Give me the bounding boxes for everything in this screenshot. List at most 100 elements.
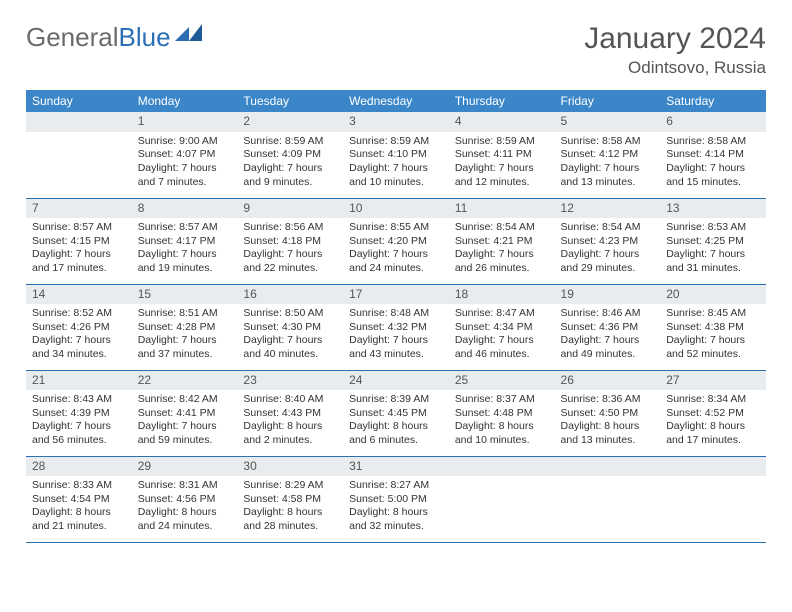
calendar-cell: 10Sunrise: 8:55 AMSunset: 4:20 PMDayligh… [343,198,449,284]
day-number: 27 [660,371,766,391]
cell-body: Sunrise: 8:53 AMSunset: 4:25 PMDaylight:… [660,218,766,278]
day-number: 1 [132,112,238,132]
daylight-line2: and 59 minutes. [138,434,232,448]
sunset-text: Sunset: 4:10 PM [349,148,443,162]
sunset-text: Sunset: 4:58 PM [243,493,337,507]
daylight-line1: Daylight: 7 hours [243,162,337,176]
cell-body: Sunrise: 8:31 AMSunset: 4:56 PMDaylight:… [132,476,238,536]
daylight-line2: and 31 minutes. [666,262,760,276]
sunrise-text: Sunrise: 8:37 AM [455,393,549,407]
day-number [449,457,555,477]
calendar-cell: 12Sunrise: 8:54 AMSunset: 4:23 PMDayligh… [555,198,661,284]
day-number: 23 [237,371,343,391]
calendar-cell: 2Sunrise: 8:59 AMSunset: 4:09 PMDaylight… [237,112,343,198]
col-monday: Monday [132,90,238,112]
daylight-line1: Daylight: 7 hours [138,248,232,262]
sunset-text: Sunset: 4:18 PM [243,235,337,249]
day-number: 17 [343,285,449,305]
daylight-line1: Daylight: 7 hours [455,334,549,348]
calendar-cell: 6Sunrise: 8:58 AMSunset: 4:14 PMDaylight… [660,112,766,198]
calendar-cell: 7Sunrise: 8:57 AMSunset: 4:15 PMDaylight… [26,198,132,284]
daylight-line1: Daylight: 7 hours [32,248,126,262]
cell-body: Sunrise: 8:46 AMSunset: 4:36 PMDaylight:… [555,304,661,364]
col-saturday: Saturday [660,90,766,112]
day-number: 10 [343,199,449,219]
sunset-text: Sunset: 4:28 PM [138,321,232,335]
calendar-cell [555,456,661,542]
sunset-text: Sunset: 4:50 PM [561,407,655,421]
sunset-text: Sunset: 4:25 PM [666,235,760,249]
day-number: 5 [555,112,661,132]
cell-body: Sunrise: 8:45 AMSunset: 4:38 PMDaylight:… [660,304,766,364]
title-block: January 2024 Odintsovo, Russia [584,22,766,78]
cell-body: Sunrise: 8:37 AMSunset: 4:48 PMDaylight:… [449,390,555,450]
daylight-line2: and 49 minutes. [561,348,655,362]
calendar-cell: 21Sunrise: 8:43 AMSunset: 4:39 PMDayligh… [26,370,132,456]
sunrise-text: Sunrise: 8:57 AM [32,221,126,235]
day-number: 7 [26,199,132,219]
sunset-text: Sunset: 4:20 PM [349,235,443,249]
sunset-text: Sunset: 4:41 PM [138,407,232,421]
sunrise-text: Sunrise: 8:58 AM [561,135,655,149]
sunset-text: Sunset: 4:09 PM [243,148,337,162]
day-number: 8 [132,199,238,219]
day-number [660,457,766,477]
daylight-line2: and 28 minutes. [243,520,337,534]
cell-body: Sunrise: 8:36 AMSunset: 4:50 PMDaylight:… [555,390,661,450]
calendar-cell [449,456,555,542]
daylight-line1: Daylight: 7 hours [138,334,232,348]
day-number: 30 [237,457,343,477]
sunset-text: Sunset: 4:34 PM [455,321,549,335]
cell-body: Sunrise: 9:00 AMSunset: 4:07 PMDaylight:… [132,132,238,192]
daylight-line2: and 15 minutes. [666,176,760,190]
calendar-cell: 22Sunrise: 8:42 AMSunset: 4:41 PMDayligh… [132,370,238,456]
calendar-cell: 29Sunrise: 8:31 AMSunset: 4:56 PMDayligh… [132,456,238,542]
day-number: 16 [237,285,343,305]
daylight-line1: Daylight: 8 hours [349,420,443,434]
day-number: 24 [343,371,449,391]
col-friday: Friday [555,90,661,112]
daylight-line1: Daylight: 8 hours [138,506,232,520]
sunrise-text: Sunrise: 8:52 AM [32,307,126,321]
sunset-text: Sunset: 4:36 PM [561,321,655,335]
cell-body: Sunrise: 8:29 AMSunset: 4:58 PMDaylight:… [237,476,343,536]
sunrise-text: Sunrise: 8:58 AM [666,135,760,149]
sunrise-text: Sunrise: 8:27 AM [349,479,443,493]
sunset-text: Sunset: 4:14 PM [666,148,760,162]
calendar-cell: 20Sunrise: 8:45 AMSunset: 4:38 PMDayligh… [660,284,766,370]
logo-text-blue: Blue [119,22,171,53]
day-number: 22 [132,371,238,391]
logo: GeneralBlue [26,22,203,53]
daylight-line1: Daylight: 8 hours [455,420,549,434]
sunrise-text: Sunrise: 8:57 AM [138,221,232,235]
daylight-line2: and 24 minutes. [349,262,443,276]
day-number [555,457,661,477]
daylight-line2: and 13 minutes. [561,434,655,448]
daylight-line2: and 56 minutes. [32,434,126,448]
cell-body: Sunrise: 8:55 AMSunset: 4:20 PMDaylight:… [343,218,449,278]
cell-body: Sunrise: 8:42 AMSunset: 4:41 PMDaylight:… [132,390,238,450]
day-number: 18 [449,285,555,305]
sunset-text: Sunset: 4:54 PM [32,493,126,507]
calendar-cell: 15Sunrise: 8:51 AMSunset: 4:28 PMDayligh… [132,284,238,370]
daylight-line1: Daylight: 7 hours [349,162,443,176]
cell-body: Sunrise: 8:59 AMSunset: 4:11 PMDaylight:… [449,132,555,192]
sunset-text: Sunset: 4:48 PM [455,407,549,421]
sunrise-text: Sunrise: 8:34 AM [666,393,760,407]
col-sunday: Sunday [26,90,132,112]
daylight-line1: Daylight: 7 hours [32,334,126,348]
daylight-line1: Daylight: 7 hours [561,162,655,176]
calendar-cell: 9Sunrise: 8:56 AMSunset: 4:18 PMDaylight… [237,198,343,284]
daylight-line2: and 10 minutes. [349,176,443,190]
calendar-body: 1Sunrise: 9:00 AMSunset: 4:07 PMDaylight… [26,112,766,542]
daylight-line1: Daylight: 8 hours [32,506,126,520]
calendar-cell [26,112,132,198]
sunrise-text: Sunrise: 8:59 AM [243,135,337,149]
day-number: 13 [660,199,766,219]
calendar-cell: 4Sunrise: 8:59 AMSunset: 4:11 PMDaylight… [449,112,555,198]
sunrise-text: Sunrise: 8:29 AM [243,479,337,493]
sunrise-text: Sunrise: 8:40 AM [243,393,337,407]
sunset-text: Sunset: 4:45 PM [349,407,443,421]
day-number: 11 [449,199,555,219]
daylight-line2: and 17 minutes. [666,434,760,448]
